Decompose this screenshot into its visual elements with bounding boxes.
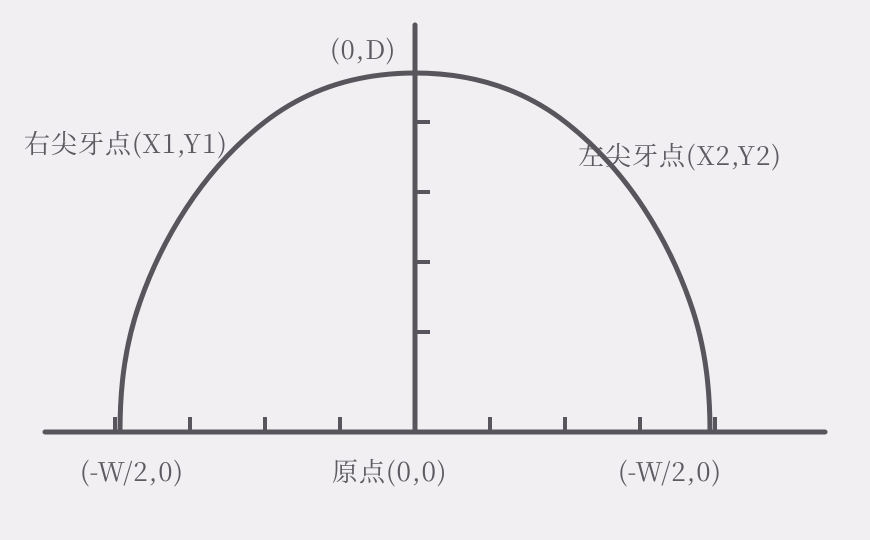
diagram-container: (0,D) 右尖牙点(X1,Y1) 左尖牙点(X2,Y2) (-W/2,0) 原…: [0, 0, 870, 540]
label-origin: 原点(0,0): [332, 452, 447, 489]
label-left-x-endpoint: (-W/2,0): [80, 452, 184, 489]
label-right-x-endpoint: (-W/2,0): [618, 452, 722, 489]
label-top-d: (0,D): [330, 30, 396, 67]
label-right-cusp: 右尖牙点(X1,Y1): [24, 124, 228, 161]
label-left-cusp: 左尖牙点(X2,Y2): [578, 136, 782, 173]
